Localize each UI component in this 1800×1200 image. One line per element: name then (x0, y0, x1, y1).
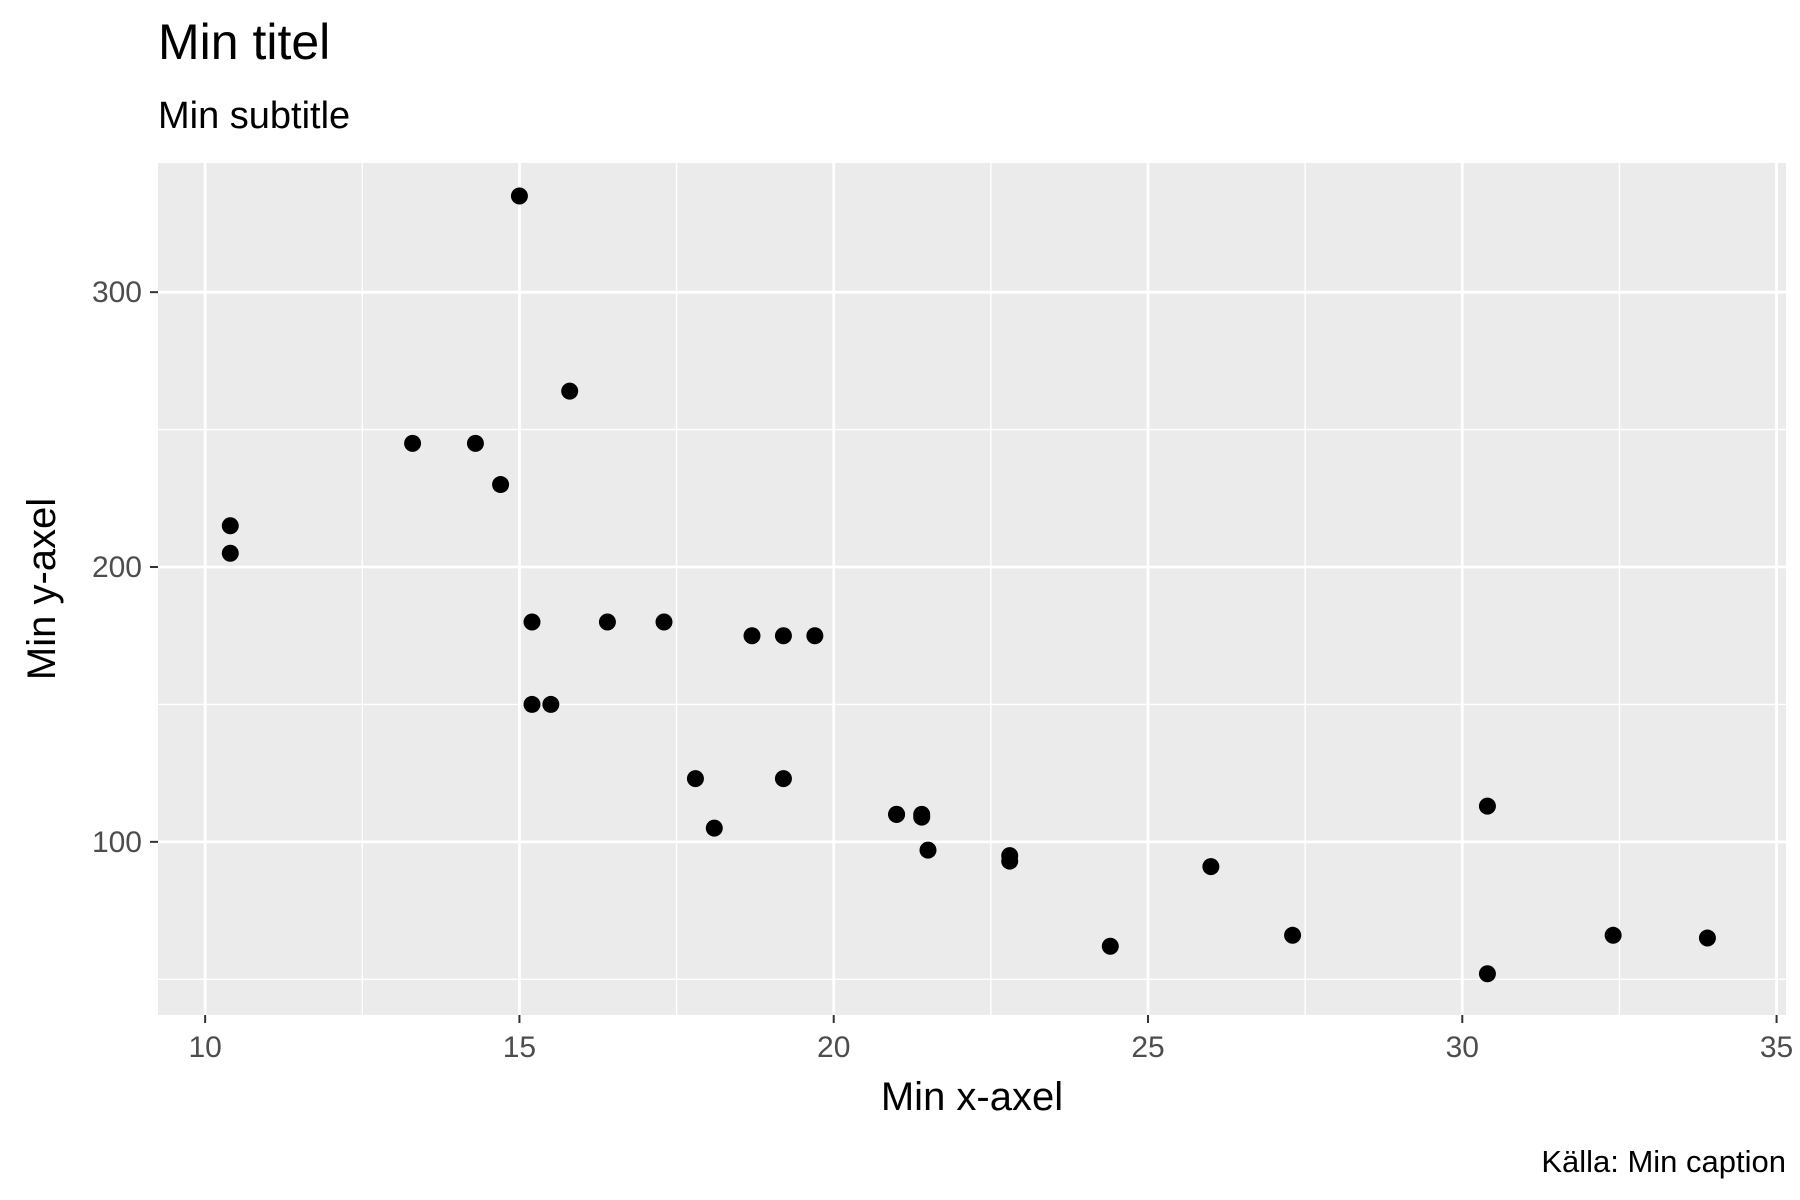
chart-title: Min titel (158, 14, 330, 70)
data-point (404, 434, 422, 452)
x-tick-label: 30 (1446, 1031, 1479, 1064)
data-point (888, 805, 906, 823)
data-point (221, 544, 239, 562)
data-point (774, 627, 792, 645)
data-point (466, 434, 484, 452)
data-point (1478, 797, 1496, 815)
data-point (1698, 929, 1716, 947)
plot-panel (158, 163, 1786, 1015)
grid-lines (158, 163, 1786, 1015)
axes: 10 15 20 25 30 35 100 200 300 (92, 276, 1793, 1064)
data-point (686, 770, 704, 788)
y-axis-title: Min y-axel (20, 498, 64, 680)
x-tick-label: 25 (1131, 1031, 1164, 1064)
chart-caption: Källa: Min caption (1541, 1144, 1786, 1179)
x-tick-label: 35 (1760, 1031, 1793, 1064)
data-point (221, 517, 239, 535)
data-point (1001, 847, 1019, 865)
y-tick-label: 300 (92, 276, 142, 309)
data-point (561, 382, 579, 400)
data-point (655, 613, 673, 631)
data-point (806, 627, 824, 645)
data-points (221, 187, 1716, 983)
data-point (1101, 937, 1119, 955)
y-tick-label: 200 (92, 551, 142, 584)
data-point (523, 695, 541, 713)
data-point (774, 770, 792, 788)
x-axis-title: Min x-axel (881, 1075, 1063, 1119)
y-tick-label: 100 (92, 826, 142, 859)
data-point (1202, 858, 1220, 876)
data-point (1604, 926, 1622, 944)
data-point (510, 187, 528, 205)
data-point (598, 613, 616, 631)
data-point (913, 808, 931, 826)
x-tick-label: 10 (188, 1031, 221, 1064)
data-point (492, 476, 510, 494)
chart-subtitle: Min subtitle (158, 95, 350, 137)
data-point (705, 819, 723, 837)
data-point (1478, 965, 1496, 983)
data-point (743, 627, 761, 645)
x-tick-label: 20 (817, 1031, 850, 1064)
x-tick-label: 15 (503, 1031, 536, 1064)
data-point (1284, 926, 1302, 944)
data-point (542, 695, 560, 713)
data-point (523, 613, 541, 631)
data-point (919, 841, 937, 859)
